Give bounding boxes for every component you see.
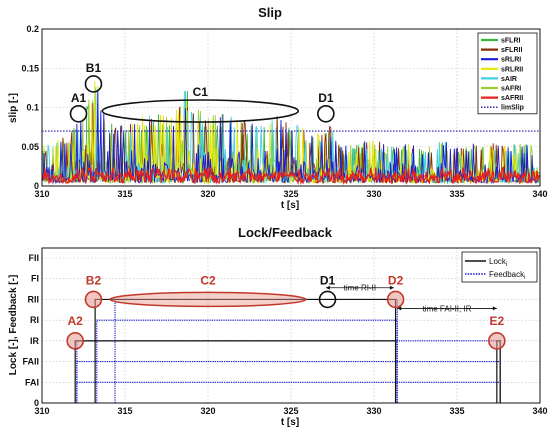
annotation-label-A1: A1 — [71, 91, 87, 105]
slip-plot-frame — [41, 28, 541, 187]
slip-legend-label: sAIR — [501, 76, 517, 83]
lock-y-tick-label: FAII — [22, 357, 39, 367]
annotation-label-C1: C1 — [193, 85, 209, 99]
slip-annotations: A1 B1 C1 D1 — [69, 61, 335, 123]
slip-legend-label: sFLRII — [501, 47, 522, 54]
slip-x-tick-label: 315 — [117, 189, 132, 199]
lock-segment-RII — [94, 298, 397, 403]
slip-y-axis-label: slip [-] — [8, 93, 19, 123]
slip-y-tick-label: 0.15 — [21, 63, 39, 73]
lock-annotations: A2 B2 C2 D1 D2 E2 time RI-II time FAI-II, IR — [66, 273, 506, 350]
slip-x-tick-label: 330 — [366, 189, 381, 199]
lock-x-tick-label: 320 — [200, 406, 215, 416]
slip-legend-label: sAFRII — [501, 95, 523, 102]
slip-legend-label: sAFRI — [501, 86, 521, 93]
annotation-circle-E2 — [488, 332, 506, 350]
slip-legend: sFLRI sFLRII sRLRI sRLRII sAIR sAFRI sAFRII lim… — [477, 32, 538, 115]
slip-series-group — [41, 80, 540, 186]
slip-legend-label: limSlip — [501, 105, 524, 112]
note-time-ri-ii: time RI-II — [344, 284, 376, 293]
slip-x-tick-label: 320 — [200, 189, 215, 199]
feedback-segment-RI — [96, 319, 398, 403]
feedback-segment-RII — [114, 298, 398, 403]
slip-series-sAFRII — [41, 165, 540, 186]
lock-chart-title: Lock/Feedback — [238, 225, 333, 240]
lock-y-tick-label: FII — [29, 253, 40, 263]
lock-x-axis-label: t [s] — [281, 417, 299, 428]
lock-legend-box — [461, 251, 538, 283]
slip-y-tick-label: 0.1 — [26, 103, 39, 113]
lock-series-group — [74, 298, 501, 403]
lock-segment-IR — [496, 340, 501, 403]
time-fai-ii-arrow-right — [492, 306, 497, 311]
feedback-segment-IR — [76, 340, 501, 403]
lock-segment-IR — [74, 340, 397, 403]
lock-y-axis-label: Lock [-], Feedback [-] — [8, 275, 19, 376]
lock-x-tick-label: 310 — [34, 406, 49, 416]
lock-y-tick-label: RI — [30, 315, 39, 325]
lock-legend: Locki Feedbacki — [461, 251, 538, 283]
slip-x-tick-label: 310 — [34, 189, 49, 199]
annotation-circle-D1 — [317, 104, 335, 123]
slip-legend-label: sRLRI — [501, 57, 521, 64]
annotation-circle-B2 — [84, 290, 103, 309]
annotation-label-C2: C2 — [200, 273, 216, 287]
lock-plot-frame — [41, 247, 541, 404]
slip-legend-label: sRLRII — [501, 66, 523, 73]
slip-legend-box — [477, 32, 538, 115]
lock-legend-subscript: i — [524, 275, 525, 281]
lock-ticks: 310 315 320 325 330 335 340 0 FAI FAII IR RI RII FI FI… — [22, 253, 547, 416]
slip-x-axis-label: t [s] — [281, 200, 299, 211]
annotation-label-A2: A2 — [68, 314, 84, 328]
annotation-circle-D2 — [386, 290, 405, 309]
slip-chart-title: Slip — [258, 5, 282, 20]
lock-x-tick-label: 325 — [283, 406, 298, 416]
slip-y-tick-label: 0.05 — [21, 142, 39, 152]
slip-x-tick-label: 335 — [449, 189, 464, 199]
annotation-label-E2: E2 — [489, 314, 504, 328]
time-ri-ii-arrow-right — [389, 285, 394, 290]
lock-x-tick-label: 315 — [117, 406, 132, 416]
time-ri-ii-arrow-left — [325, 285, 330, 290]
slip-ticks: 310 315 320 325 330 335 340 0 0.05 0.1 0.15 0.2 — [21, 24, 547, 199]
slip-x-tick-label: 340 — [532, 189, 547, 199]
annotation-ellipse-C2 — [109, 291, 307, 308]
annotation-label-D2: D2 — [388, 273, 404, 287]
lock-y-tick-label: FAI — [25, 377, 39, 387]
lock-y-tick-label: FI — [31, 274, 39, 284]
slip-x-tick-label: 325 — [283, 189, 298, 199]
lock-x-tick-label: 335 — [449, 406, 464, 416]
annotation-label-D1: D1 — [320, 273, 336, 287]
lock-legend-subscript: i — [506, 262, 507, 268]
time-fai-ii-arrow-left — [397, 306, 402, 311]
annotation-circle-B1 — [84, 75, 103, 93]
lock-x-tick-label: 340 — [532, 406, 547, 416]
annotation-circle-D1 — [318, 290, 337, 309]
annotation-ellipse-C1 — [101, 99, 300, 123]
annotation-circle-A1 — [69, 104, 88, 123]
slip-y-tick-label: 0.2 — [26, 24, 39, 34]
lock-y-tick-label: RII — [27, 294, 39, 304]
note-time-fai-ii: time FAI-II, IR — [423, 304, 472, 313]
annotation-label-B2: B2 — [86, 273, 102, 287]
annotation-label-B1: B1 — [86, 61, 102, 75]
feedback-segment-FAI — [76, 381, 501, 403]
lock-x-tick-label: 330 — [366, 406, 381, 416]
lock-legend-label: Locki — [489, 257, 507, 268]
annotation-circle-A2 — [66, 332, 84, 350]
lock-y-tick-label: 0 — [34, 398, 39, 408]
lock-legend-label: Feedbacki — [489, 270, 525, 281]
slip-legend-label: sFLRI — [501, 38, 521, 45]
lock-y-tick-label: IR — [30, 336, 40, 346]
annotation-label-D1: D1 — [318, 91, 334, 105]
slip-y-tick-label: 0 — [34, 181, 39, 191]
